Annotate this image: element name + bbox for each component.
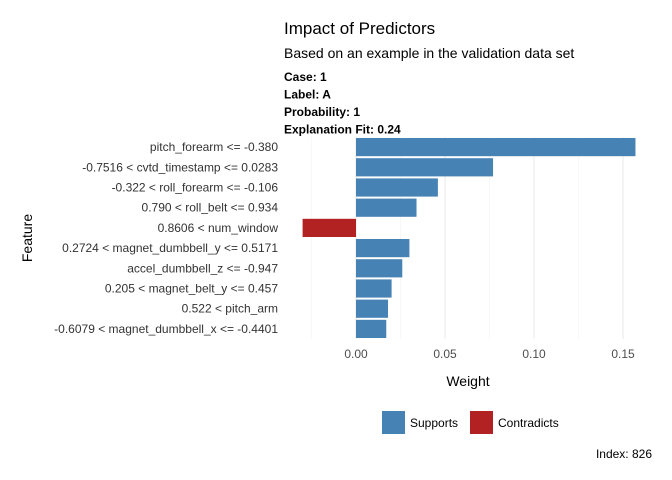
legend-swatch-contradicts (470, 411, 493, 434)
feature-label: accel_dumbbell_z <= -0.947 (127, 261, 278, 275)
bar-supports (356, 319, 387, 338)
bar-supports (356, 279, 392, 298)
case-info-label: Case: (284, 70, 317, 84)
feature-label: -0.322 < roll_forearm <= -0.106 (112, 181, 279, 195)
bar-supports (356, 259, 403, 278)
feature-label: 0.205 < magnet_belt_y <= 0.457 (105, 282, 278, 296)
feature-label: -0.7516 < cvtd_timestamp <= 0.0283 (82, 160, 278, 174)
x-tick-label: 0.00 (344, 347, 368, 361)
bar-contradicts (302, 218, 356, 237)
y-axis-title: Feature (19, 214, 35, 262)
case-info-value: 1 (317, 70, 327, 84)
legend-label-contradicts: Contradicts (498, 416, 559, 430)
legend-label-supports: Supports (410, 416, 458, 430)
x-tick-label: 0.05 (433, 347, 457, 361)
feature-label: 0.2724 < magnet_dumbbell_y <= 0.5171 (62, 241, 278, 255)
case-info-label: Explanation Fit: (284, 123, 374, 137)
legend-swatch-supports (382, 411, 405, 434)
x-tick-label: 0.15 (611, 347, 635, 361)
bar-supports (356, 158, 494, 177)
feature-labels: pitch_forearm <= -0.380 -0.7516 < cvtd_ti… (54, 140, 278, 336)
case-info-value: 0.24 (374, 123, 401, 137)
case-info-label: Probability: (284, 105, 350, 119)
case-info-line: Probability: 1 (284, 105, 360, 119)
bar-supports (356, 138, 636, 157)
feature-label: -0.6079 < magnet_dumbbell_x <= -0.4401 (54, 322, 278, 336)
x-tick-label: 0.10 (522, 347, 546, 361)
bars (302, 138, 636, 338)
feature-label: pitch_forearm <= -0.380 (150, 140, 278, 154)
bar-supports (356, 239, 410, 258)
bar-supports (356, 198, 417, 217)
case-info-line: Case: 1 (284, 70, 327, 84)
feature-label: 0.8606 < num_window (158, 221, 279, 235)
case-info: Case: 1 Label: A Probability: 1 Explanation… (284, 70, 401, 137)
bar-supports (356, 178, 438, 197)
x-axis-title: Weight (446, 373, 489, 389)
case-info-value: 1 (350, 105, 360, 119)
feature-label: 0.790 < roll_belt <= 0.934 (142, 201, 279, 215)
feature-label: 0.522 < pitch_arm (182, 302, 278, 316)
chart-title: Impact of Predictors (284, 19, 435, 38)
caption-index: Index: 826 (596, 447, 652, 461)
case-info-line: Explanation Fit: 0.24 (284, 123, 401, 137)
chart-subtitle: Based on an example in the validation da… (284, 45, 574, 61)
x-axis-ticks: 0.00 0.05 0.10 0.15 (344, 347, 635, 361)
case-info-line: Label: A (284, 88, 331, 102)
bar-supports (356, 299, 389, 318)
case-info-value: A (319, 88, 331, 102)
legend: Supports Contradicts (382, 411, 559, 434)
case-info-label: Label: (284, 88, 319, 102)
